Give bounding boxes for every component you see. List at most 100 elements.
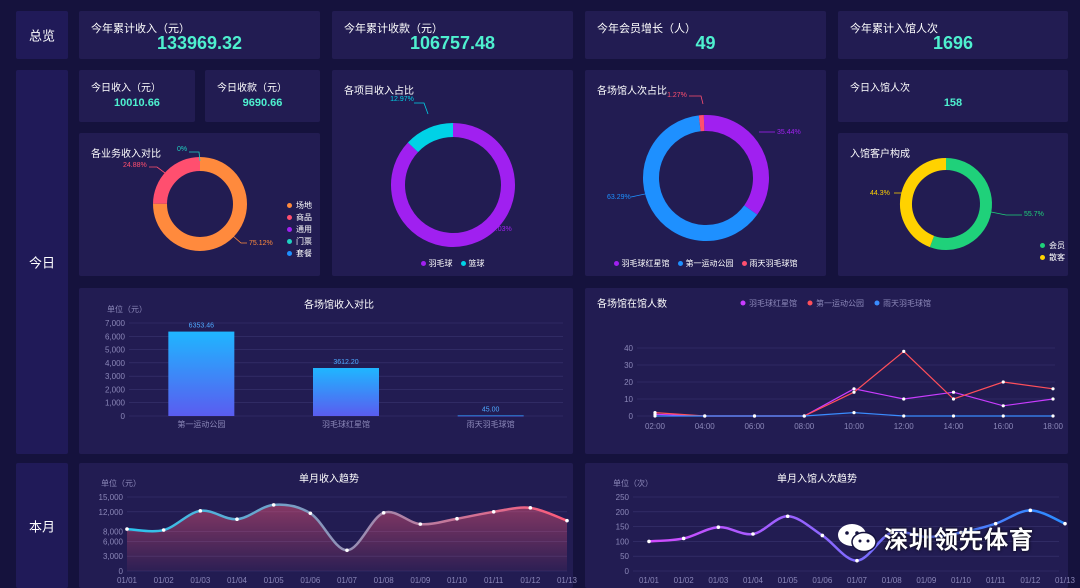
- customer-composition-legend: 会员 散客: [1040, 239, 1065, 263]
- x-tick-label: 01/06: [812, 576, 833, 585]
- data-point: [703, 414, 707, 418]
- data-point: [852, 411, 856, 415]
- slice-label: 63.29%: [607, 194, 631, 201]
- data-point: [1001, 404, 1005, 408]
- legend-label: 散客: [1049, 252, 1065, 262]
- kpi-card-receipts: 今年累计收款（元） 106757.48: [332, 11, 573, 59]
- y-tick-label: 2,000: [105, 385, 126, 394]
- x-tick-label: 01/05: [778, 576, 799, 585]
- y-tick-label: 100: [616, 537, 630, 546]
- data-point: [125, 527, 129, 531]
- legend-item[interactable]: 门票: [287, 235, 312, 247]
- data-point: [528, 506, 533, 510]
- y-tick-label: 4,000: [105, 359, 126, 368]
- x-tick-label: 01/11: [986, 576, 1006, 585]
- x-tick-label: 06:00: [744, 422, 765, 431]
- slice-leader-line: [232, 235, 247, 244]
- legend-label: 会员: [1049, 240, 1065, 250]
- data-point: [1051, 397, 1055, 401]
- x-tick-label: 01/09: [410, 576, 431, 585]
- watermark-text: 深圳领先体育: [884, 527, 1034, 554]
- legend-label: 商品: [296, 212, 312, 222]
- y-axis-label: 单位（次）: [613, 478, 653, 488]
- legend-item[interactable]: 商品: [287, 211, 312, 223]
- x-tick-label: 18:00: [1043, 422, 1064, 431]
- legend-item[interactable]: 羽毛球: [420, 258, 453, 269]
- today-income-card: 今日收入（元） 10010.66: [79, 70, 195, 122]
- chart-title: 单月入馆人次趋势: [777, 472, 857, 485]
- y-tick-label: 3,000: [105, 372, 126, 381]
- data-point: [1001, 380, 1005, 384]
- slice-leader-line: [414, 102, 429, 115]
- slice-label: 87.03%: [488, 226, 512, 233]
- venue-occupancy-line-chart: 各场馆在馆人数 羽毛球红星馆 第一运动公园 雨天羽毛球馆 0 10 20 30 40 02:00 0…: [597, 297, 1064, 431]
- x-tick-label: 01/03: [190, 576, 211, 585]
- today-receipt-value: 9690.66: [242, 97, 283, 109]
- legend-item[interactable]: 雨天羽毛球馆: [741, 258, 798, 269]
- legend-item[interactable]: 散客: [1040, 251, 1065, 263]
- watermark: 深圳领先体育: [836, 520, 1034, 555]
- legend-item[interactable]: 羽毛球红星馆: [613, 258, 670, 269]
- section-today-label: 今日: [28, 255, 55, 271]
- x-tick-label: 02:00: [645, 422, 666, 431]
- kpi-title: 今年会员增长（人）: [597, 23, 696, 35]
- legend-dot: [287, 250, 292, 256]
- x-tick-label: 01/01: [117, 576, 138, 585]
- y-tick-label: 8,000: [103, 528, 124, 537]
- y-tick-label: 6,000: [105, 332, 126, 341]
- data-point: [951, 414, 956, 418]
- kpi-title: 今年累计收款（元）: [344, 23, 443, 35]
- legend-dot: [287, 238, 292, 244]
- x-tick-label: 01/07: [847, 576, 868, 585]
- chart-title: 单月收入趋势: [299, 472, 359, 485]
- x-tick-label: 01/10: [951, 576, 972, 585]
- project-income-panel: 各项目收入占比 87.03% 12.97% 羽毛球 篮球: [332, 70, 573, 276]
- legend-dot: [1040, 242, 1045, 248]
- y-tick-label: 0: [121, 412, 126, 421]
- legend-label: 第一运动公园: [816, 298, 864, 308]
- business-income-panel: 各业务收入对比 75.12% 24.88% 0% 场地 商品 通用 门票 套餐: [79, 133, 320, 276]
- data-point: [653, 414, 657, 418]
- data-point: [161, 528, 166, 532]
- venue-visits-donut: 35.44% 63.29% 1.27%: [607, 92, 801, 241]
- monthly-visits-panel: 单月入馆人次趋势 单位（次） 0 50 100 150 200 250 01/01 01/02 01…: [585, 463, 1076, 588]
- data-point: [1028, 508, 1033, 513]
- data-point: [1001, 414, 1005, 418]
- x-tick-label: 01/12: [1020, 576, 1041, 585]
- data-point: [902, 397, 906, 401]
- x-tick-label: 14:00: [943, 422, 964, 431]
- section-month: 本月: [16, 463, 68, 588]
- legend-item[interactable]: 套餐: [287, 247, 312, 259]
- data-point: [852, 387, 856, 391]
- donut-slice: [391, 123, 515, 247]
- y-tick-label: 7,000: [105, 319, 126, 328]
- y-tick-label: 0: [629, 412, 634, 421]
- data-point: [751, 532, 755, 536]
- legend-item[interactable]: 会员: [1040, 239, 1065, 251]
- legend-item[interactable]: 通用: [287, 223, 312, 235]
- x-tick-label: 10:00: [844, 422, 865, 431]
- legend-dot: [613, 261, 619, 266]
- bar: [168, 331, 235, 416]
- legend-item[interactable]: 篮球: [460, 258, 485, 269]
- y-tick-label: 40: [624, 344, 633, 353]
- kpi-card-income: 今年累计收入（元） 133969.32: [79, 11, 320, 59]
- data-point: [235, 517, 239, 521]
- x-tick-label: 01/08: [882, 576, 903, 585]
- x-tick-label: 12:00: [894, 422, 915, 431]
- chart-title: 入馆客户构成: [850, 149, 910, 160]
- legend-item[interactable]: 第一运动公园: [677, 258, 734, 269]
- today-entries-label: 今日入馆人次: [850, 83, 910, 94]
- slice-leader-line: [481, 226, 489, 231]
- kpi-card-members: 今年会员增长（人） 49: [585, 11, 826, 59]
- bar-value-label: 45.00: [482, 406, 500, 413]
- data-point: [418, 522, 423, 526]
- data-point: [565, 518, 569, 523]
- donut-slice: [153, 157, 201, 205]
- series-line: [654, 350, 1054, 417]
- today-income-value: 10010.66: [114, 97, 160, 109]
- legend-dot: [807, 300, 813, 306]
- y-axis-label: 单位（元）: [101, 478, 141, 488]
- chart-title: 各项目收入占比: [344, 86, 414, 97]
- legend-item[interactable]: 场地: [287, 199, 312, 211]
